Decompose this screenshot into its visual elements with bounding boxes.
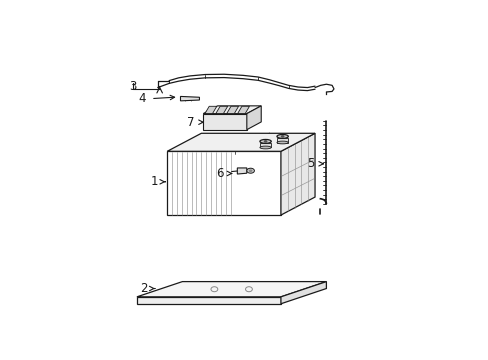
- Circle shape: [248, 169, 252, 172]
- Text: 1: 1: [150, 175, 158, 188]
- Polygon shape: [280, 282, 326, 304]
- Polygon shape: [180, 96, 199, 101]
- Polygon shape: [259, 143, 271, 148]
- Text: 2: 2: [140, 282, 147, 295]
- Polygon shape: [137, 282, 326, 297]
- Polygon shape: [204, 106, 216, 114]
- Polygon shape: [167, 133, 314, 151]
- Polygon shape: [215, 106, 227, 114]
- Text: 7: 7: [186, 116, 194, 129]
- Ellipse shape: [276, 141, 288, 144]
- Polygon shape: [203, 106, 261, 114]
- Ellipse shape: [259, 139, 271, 143]
- Polygon shape: [237, 168, 246, 174]
- Circle shape: [263, 140, 267, 143]
- Polygon shape: [280, 133, 314, 215]
- Polygon shape: [203, 114, 246, 130]
- Text: 6: 6: [216, 167, 224, 180]
- Polygon shape: [276, 138, 288, 143]
- Text: 4: 4: [139, 92, 146, 105]
- Text: 3: 3: [129, 80, 137, 93]
- Polygon shape: [137, 297, 280, 304]
- Circle shape: [280, 135, 284, 138]
- Ellipse shape: [259, 146, 271, 149]
- Text: 5: 5: [307, 157, 314, 170]
- Polygon shape: [167, 151, 280, 215]
- Ellipse shape: [246, 168, 254, 173]
- Polygon shape: [237, 106, 249, 114]
- Ellipse shape: [276, 135, 288, 138]
- Polygon shape: [226, 106, 238, 114]
- Polygon shape: [246, 106, 261, 130]
